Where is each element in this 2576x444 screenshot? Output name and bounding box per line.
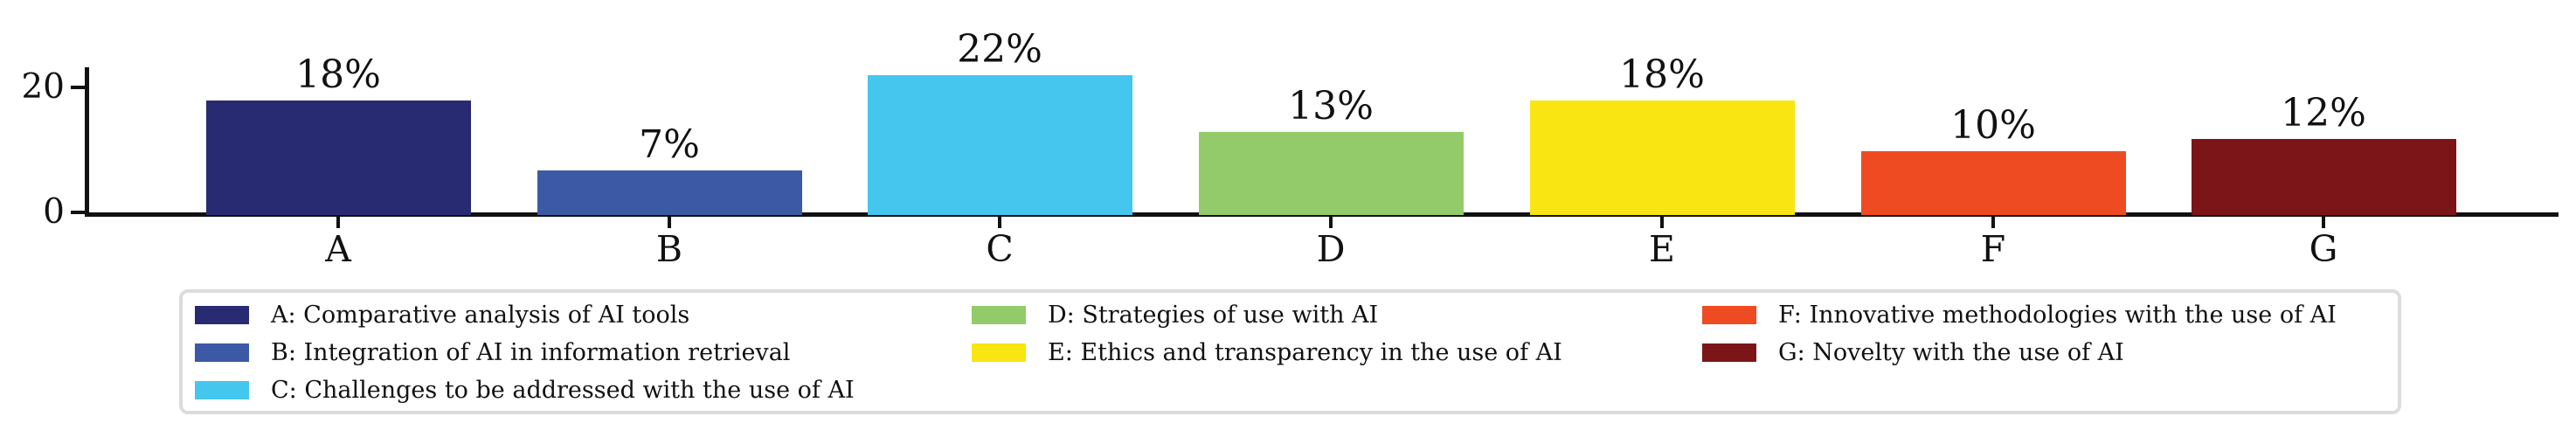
x-tick-mark-C <box>998 217 1001 228</box>
bar-C <box>867 75 1132 215</box>
legend-item-A: A: Comparative analysis of AI tools <box>195 296 855 334</box>
x-tick-label-D: D <box>1316 228 1346 270</box>
legend-column-2: D: Strategies of use with AI E: Ethics an… <box>972 296 1562 371</box>
x-tick-label-E: E <box>1649 228 1675 270</box>
x-tick-label-A: A <box>325 228 351 270</box>
legend-item-D: D: Strategies of use with AI <box>972 296 1562 334</box>
legend-swatch-A <box>195 306 249 324</box>
legend: A: Comparative analysis of AI tools B: In… <box>179 289 2401 414</box>
legend-swatch-F <box>1702 306 1756 324</box>
x-tick-label-F: F <box>1980 228 2006 270</box>
legend-item-E: E: Ethics and transparency in the use of… <box>972 334 1562 371</box>
legend-column-3: F: Innovative methodologies with the use… <box>1702 296 2337 371</box>
legend-column-1: A: Comparative analysis of AI tools B: In… <box>195 296 855 409</box>
x-tick-mark-A <box>336 217 340 228</box>
bar-value-label-C: 22% <box>957 27 1042 72</box>
bar-B <box>537 170 802 215</box>
legend-label-F: F: Innovative methodologies with the use… <box>1778 302 2337 329</box>
bar-value-label-E: 18% <box>1619 52 1705 97</box>
legend-label-A: A: Comparative analysis of AI tools <box>271 302 690 329</box>
legend-label-B: B: Integration of AI in information retr… <box>271 339 791 366</box>
bar-value-label-B: 7% <box>639 122 700 167</box>
legend-swatch-C <box>195 381 249 399</box>
legend-swatch-B <box>195 343 249 362</box>
legend-label-D: D: Strategies of use with AI <box>1048 302 1379 329</box>
x-tick-mark-G <box>2322 217 2325 228</box>
bar-A <box>205 101 471 215</box>
bar-G <box>2191 139 2456 215</box>
bar-value-label-F: 10% <box>1950 103 2036 148</box>
legend-swatch-G <box>1702 343 1756 362</box>
y-tick-label-20: 20 <box>21 67 65 107</box>
legend-label-C: C: Challenges to be addressed with the u… <box>271 377 855 404</box>
bar-E <box>1529 101 1795 215</box>
legend-label-G: G: Novelty with the use of AI <box>1778 339 2124 366</box>
bar-value-label-A: 18% <box>295 52 381 97</box>
legend-swatch-E <box>972 343 1026 362</box>
x-tick-mark-B <box>668 217 671 228</box>
y-axis-spine <box>85 67 89 217</box>
legend-item-C: C: Challenges to be addressed with the u… <box>195 371 855 409</box>
x-tick-label-C: C <box>986 228 1014 270</box>
legend-swatch-D <box>972 306 1026 324</box>
bar-D <box>1198 132 1464 215</box>
x-tick-mark-D <box>1329 217 1333 228</box>
legend-item-B: B: Integration of AI in information retr… <box>195 334 855 371</box>
bar-value-label-G: 12% <box>2281 91 2366 135</box>
x-tick-label-B: B <box>655 228 683 270</box>
x-tick-mark-E <box>1660 217 1664 228</box>
bar-F <box>1860 151 2126 215</box>
legend-item-G: G: Novelty with the use of AI <box>1702 334 2337 371</box>
legend-label-E: E: Ethics and transparency in the use of… <box>1048 339 1562 366</box>
x-tick-mark-F <box>1991 217 1995 228</box>
y-tick-mark-20 <box>71 86 86 89</box>
bar-value-label-D: 13% <box>1288 84 1374 128</box>
legend-item-F: F: Innovative methodologies with the use… <box>1702 296 2337 334</box>
y-tick-mark-0 <box>71 211 86 214</box>
y-tick-label-0: 0 <box>43 192 65 232</box>
x-tick-label-G: G <box>2309 228 2338 270</box>
